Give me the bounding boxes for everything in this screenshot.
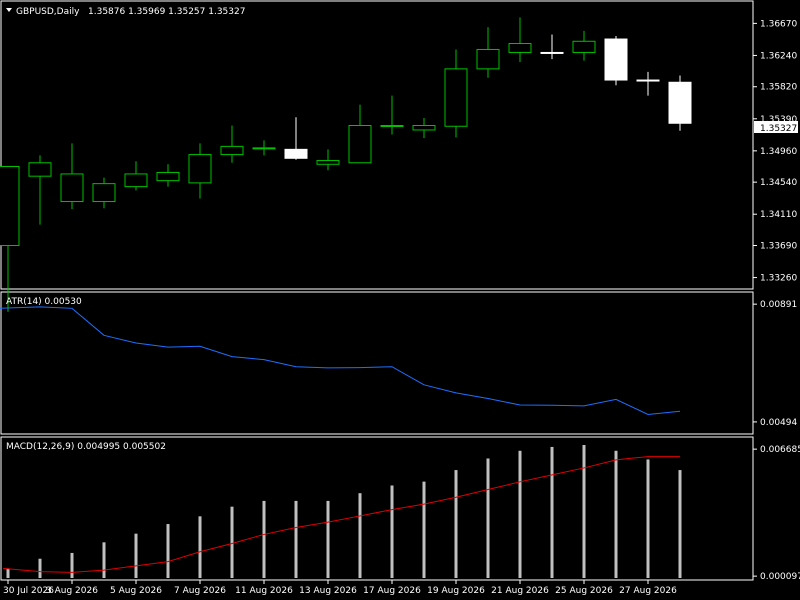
time-tick-label: 13 Aug 2026 [299,586,357,596]
price-tick-label: 1.34540 [760,178,797,188]
candle-body[interactable] [0,165,20,247]
main-panel-border [0,0,754,290]
macd-layer [2,445,682,578]
macd-bar [262,500,266,578]
candle-body[interactable] [252,147,276,150]
price-tick-label: 1.35390 [760,115,797,125]
candle-body[interactable] [188,154,212,184]
macd-bar [6,568,10,578]
candle-body[interactable] [28,162,52,177]
price-axis: 1.36670 1.36240 1.35820 1.35390 1.34960 1.345… [753,19,797,284]
candle-body[interactable] [444,68,468,127]
candle-body[interactable] [508,43,532,53]
atr-panel-border [0,291,754,435]
time-tick-label: 11 Aug 2026 [235,586,293,596]
candle-body[interactable] [636,79,660,82]
atr-line [0,306,681,416]
atr-axis: 0.00891 0.00494 [753,300,797,428]
price-tick-label: 1.34960 [760,147,797,157]
candle-body[interactable] [668,81,692,124]
candle-body[interactable] [412,125,436,131]
candle-body[interactable] [220,145,244,156]
macd-signal-line [2,456,680,573]
candle-body[interactable] [92,183,116,203]
candle-body[interactable] [604,38,628,81]
macd-bar [454,470,458,578]
candles-layer [0,17,692,312]
macd-bar [326,500,330,578]
candle-body[interactable] [476,48,500,70]
macd-bar [230,506,234,578]
macd-bar [614,450,618,578]
candle-body[interactable] [572,40,596,53]
time-tick-label: 3 Aug 2026 [46,586,98,596]
macd-axis: 0.006685 0.000097 [753,445,800,582]
time-tick-label: 25 Aug 2026 [555,586,613,596]
macd-bar [486,458,490,578]
macd-bar [70,552,74,578]
macd-bar [646,459,650,578]
macd-bar [134,533,138,578]
price-tick-label: 1.36240 [760,51,797,61]
price-tick-label: 1.36670 [760,19,797,29]
macd-bar [582,445,586,578]
macd-bar [38,558,42,578]
macd-title: MACD(12,26,9) 0.004995 0.005502 [6,442,166,452]
macd-bar [550,446,554,578]
price-tick-label: 1.33690 [760,242,797,252]
time-tick-label: 7 Aug 2026 [174,586,226,596]
macd-bar [422,481,426,578]
time-tick-label: 17 Aug 2026 [363,586,421,596]
time-tick-label: 30 Jul 2026 [3,586,54,596]
atr-layer [0,306,681,416]
time-tick-label: 27 Aug 2026 [619,586,677,596]
atr-tick-label: 0.00494 [760,418,797,428]
price-tick-label: 1.35820 [760,83,797,93]
macd-bar [518,450,522,578]
time-tick-label: 5 Aug 2026 [110,586,162,596]
macd-bar [678,470,682,578]
candle-body[interactable] [284,148,308,159]
candle-body[interactable] [380,125,404,128]
candle-body[interactable] [540,51,564,54]
price-tick-label: 1.34110 [760,210,797,220]
candle-body[interactable] [156,171,180,182]
candle-body[interactable] [124,173,148,188]
last-price-label: 1.35327 [760,124,797,134]
symbol-label: GBPUSD,Daily [16,7,80,17]
macd-panel-border [0,436,754,581]
macd-bar [166,524,170,578]
ohlc-readout: 1.35876 1.35969 1.35257 1.35327 [88,7,245,17]
atr-title: ATR(14) 0.00530 [6,297,82,307]
price-tick-label: 1.33260 [760,274,797,284]
atr-tick-label: 0.00891 [760,300,797,310]
time-tick-label: 21 Aug 2026 [491,586,549,596]
candle-body[interactable] [316,160,340,165]
symbol-dropdown-icon[interactable] [6,8,12,12]
macd-bar [294,500,298,578]
time-tick-label: 19 Aug 2026 [427,586,485,596]
macd-bar [390,485,394,578]
macd-bar [358,493,362,578]
candle-body[interactable] [60,173,84,203]
candle-body[interactable] [348,125,372,164]
macd-bar [102,542,106,578]
last-price-marker [754,121,798,133]
macd-bar [198,516,202,578]
macd-tick-label: 0.006685 [760,445,800,455]
macd-tick-label: 0.000097 [760,572,800,582]
